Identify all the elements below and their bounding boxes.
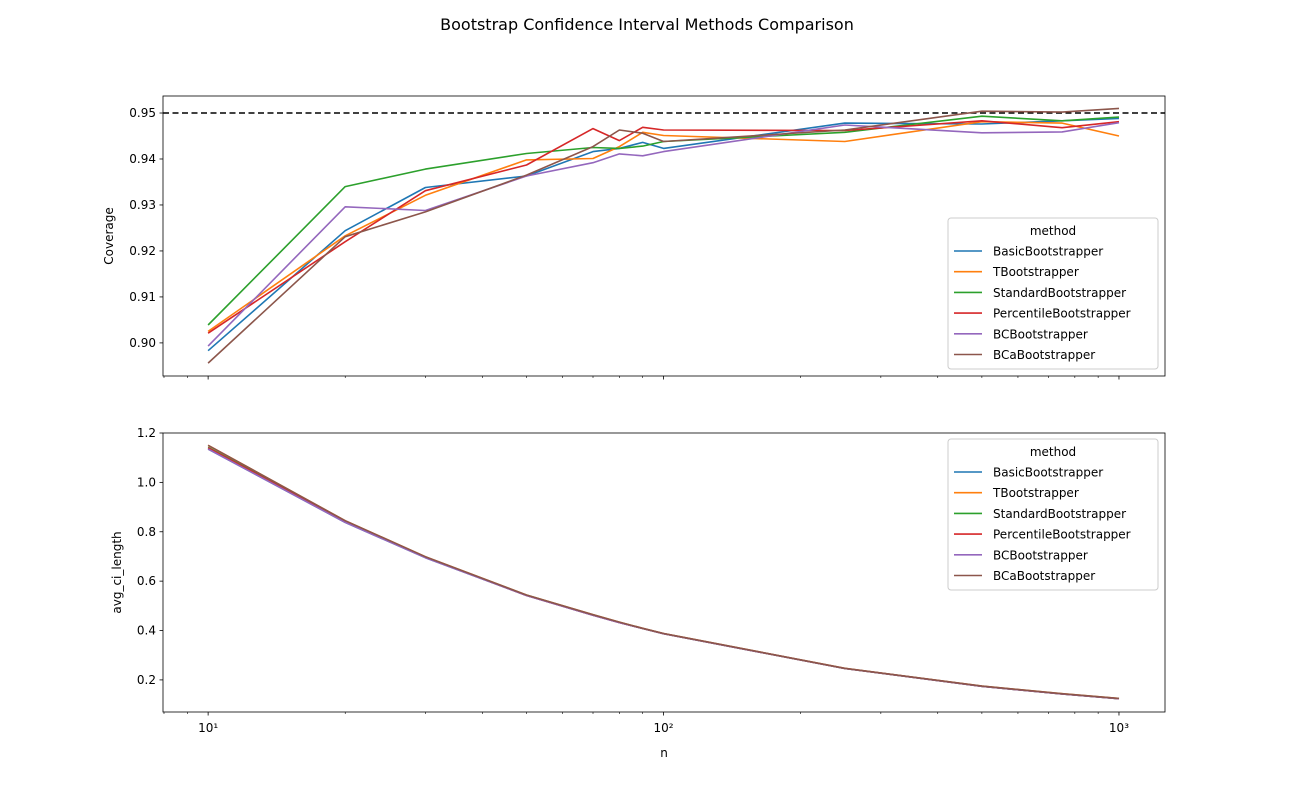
y-axis-label: avg_ci_length: [110, 531, 124, 613]
legend-item: BasicBootstrapper: [954, 245, 1103, 259]
legend-title: method: [1030, 224, 1076, 238]
y-tick-label: 0.94: [129, 152, 156, 166]
y-tick-label: 0.92: [129, 244, 156, 258]
y-tick-label: 0.93: [129, 198, 156, 212]
legend-label: BasicBootstrapper: [993, 466, 1103, 480]
x-tick-label: 10¹: [198, 721, 218, 735]
legend-label: TBootstrapper: [992, 265, 1079, 279]
legend-label: BCBootstrapper: [993, 548, 1088, 562]
legend-item: BCaBootstrapper: [954, 569, 1095, 583]
x-tick-label: 10²: [654, 721, 674, 735]
legend-frame: [947, 438, 1159, 591]
legend-label: BCBootstrapper: [993, 327, 1088, 341]
series-line-StandardBootstrapper: [207, 115, 1120, 326]
x-axis-label: n: [660, 746, 668, 760]
legend-label: TBootstrapper: [992, 486, 1079, 500]
legend-item: TBootstrapper: [954, 265, 1079, 279]
figure-title: Bootstrap Confidence Interval Methods Co…: [440, 15, 854, 34]
legend-label: PercentileBootstrapper: [993, 528, 1131, 542]
legend-frame: [947, 217, 1159, 370]
y-axis-label: Coverage: [102, 207, 116, 265]
legend-item: PercentileBootstrapper: [954, 528, 1131, 542]
legend-label: BCaBootstrapper: [993, 348, 1095, 362]
legend-label: PercentileBootstrapper: [993, 307, 1131, 321]
series-line-BasicBootstrapper: [207, 117, 1120, 352]
x-tick-label: 10³: [1109, 721, 1129, 735]
series-line-BCBootstrapper: [207, 121, 1120, 347]
legend-item: StandardBootstrapper: [954, 286, 1126, 300]
axes-frame: [162, 95, 1166, 377]
legend-label: StandardBootstrapper: [993, 507, 1126, 521]
y-tick-label: 1.2: [137, 426, 156, 440]
legend-item: BasicBootstrapper: [954, 466, 1103, 480]
legend-label: BCaBootstrapper: [993, 569, 1095, 583]
axes-frame: [162, 432, 1166, 713]
legend-title: method: [1030, 445, 1076, 459]
legend-item: BCBootstrapper: [954, 548, 1088, 562]
ci-length-subplot: 10¹ 10² 10³ 0.2 0.4 0.6 0.8 1.0 1.2 avg_ci_length…: [110, 426, 1166, 760]
series-line-BCaBootstrapper: [207, 444, 1120, 700]
series-line-PercentileBootstrapper: [207, 120, 1120, 334]
legend-item: PercentileBootstrapper: [954, 307, 1131, 321]
y-tick-label: 0.6: [137, 574, 156, 588]
y-tick-label: 0.95: [129, 106, 156, 120]
y-tick-label: 0.90: [129, 336, 156, 350]
legend-label: BasicBootstrapper: [993, 245, 1103, 259]
y-tick-label: 0.2: [137, 673, 156, 687]
legend-item: StandardBootstrapper: [954, 507, 1126, 521]
legend: method BasicBootstrapper TBootstrapper Stan…: [947, 217, 1159, 370]
y-tick-label: 0.4: [137, 624, 156, 638]
legend-label: StandardBootstrapper: [993, 286, 1126, 300]
y-tick-label: 1.0: [137, 475, 156, 489]
legend-item: BCaBootstrapper: [954, 348, 1095, 362]
series-line-BCaBootstrapper: [207, 107, 1120, 364]
coverage-subplot: 0.90 0.91 0.92 0.93 0.94 0.95 Coverage method Ba…: [102, 95, 1166, 380]
y-tick-label: 0.8: [137, 525, 156, 539]
legend: method BasicBootstrapper TBootstrapper Stan…: [947, 438, 1159, 591]
legend-item: TBootstrapper: [954, 486, 1079, 500]
legend-item: BCBootstrapper: [954, 327, 1088, 341]
y-tick-label: 0.91: [129, 290, 156, 304]
